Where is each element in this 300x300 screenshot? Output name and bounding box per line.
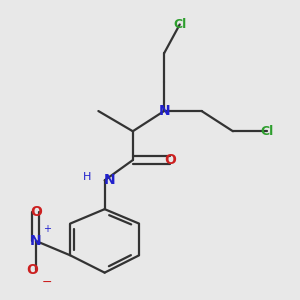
Text: O: O: [30, 205, 42, 219]
Text: H: H: [83, 172, 92, 182]
Text: O: O: [27, 263, 39, 277]
Text: N: N: [30, 234, 42, 248]
Text: +: +: [43, 224, 51, 234]
Text: N: N: [103, 173, 115, 187]
Text: N: N: [158, 104, 170, 118]
Text: −: −: [42, 275, 52, 289]
Text: Cl: Cl: [261, 125, 274, 138]
Text: O: O: [164, 153, 176, 167]
Text: Cl: Cl: [173, 18, 186, 31]
